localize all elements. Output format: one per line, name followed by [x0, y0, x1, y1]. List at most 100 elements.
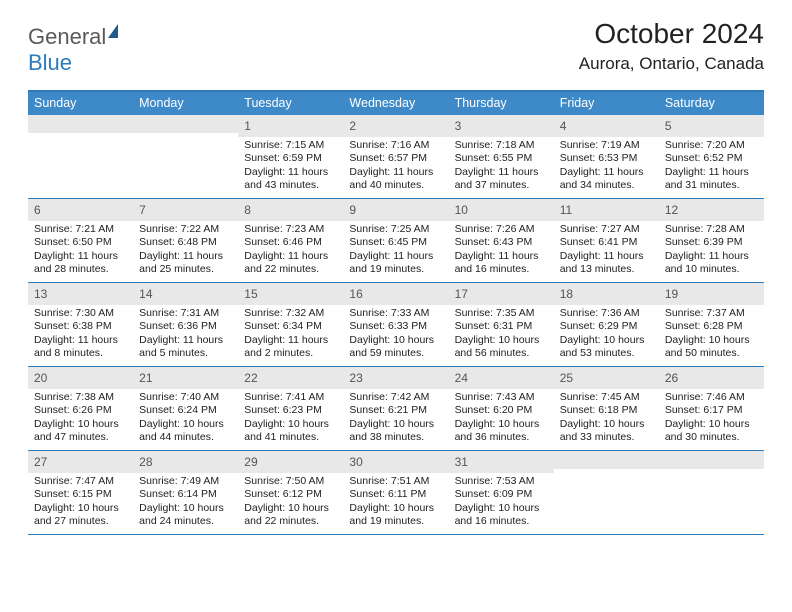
day-cell — [659, 451, 764, 534]
daylight-text: and 38 minutes. — [349, 431, 442, 444]
day-cell: 28Sunrise: 7:49 AMSunset: 6:14 PMDayligh… — [133, 451, 238, 534]
daylight-text: Daylight: 11 hours — [560, 250, 653, 263]
daylight-text: and 16 minutes. — [455, 263, 548, 276]
daylight-text: and 19 minutes. — [349, 263, 442, 276]
day-number-row: 16 — [343, 283, 448, 305]
daylight-text: Daylight: 10 hours — [244, 418, 337, 431]
daylight-text: Daylight: 10 hours — [349, 502, 442, 515]
sunrise-text: Sunrise: 7:35 AM — [455, 307, 548, 320]
sunset-text: Sunset: 6:48 PM — [139, 236, 232, 249]
daylight-text: and 31 minutes. — [665, 179, 758, 192]
daylight-text: and 28 minutes. — [34, 263, 127, 276]
daylight-text: Daylight: 11 hours — [244, 250, 337, 263]
sunset-text: Sunset: 6:11 PM — [349, 488, 442, 501]
sunrise-text: Sunrise: 7:33 AM — [349, 307, 442, 320]
weekday-header: Friday — [554, 92, 659, 115]
sunrise-text: Sunrise: 7:42 AM — [349, 391, 442, 404]
day-number-row: 3 — [449, 115, 554, 137]
sunrise-text: Sunrise: 7:49 AM — [139, 475, 232, 488]
day-number: 16 — [349, 287, 362, 301]
day-number: 26 — [665, 371, 678, 385]
daylight-text: Daylight: 11 hours — [244, 334, 337, 347]
calendar-page: General Blue October 2024 Aurora, Ontari… — [0, 0, 792, 545]
day-cell: 16Sunrise: 7:33 AMSunset: 6:33 PMDayligh… — [343, 283, 448, 366]
daylight-text: Daylight: 10 hours — [560, 418, 653, 431]
daylight-text: Daylight: 10 hours — [139, 418, 232, 431]
daylight-text: and 44 minutes. — [139, 431, 232, 444]
day-number: 15 — [244, 287, 257, 301]
daylight-text: Daylight: 10 hours — [349, 418, 442, 431]
day-cell: 2Sunrise: 7:16 AMSunset: 6:57 PMDaylight… — [343, 115, 448, 198]
sunset-text: Sunset: 6:53 PM — [560, 152, 653, 165]
sunrise-text: Sunrise: 7:16 AM — [349, 139, 442, 152]
day-cell: 24Sunrise: 7:43 AMSunset: 6:20 PMDayligh… — [449, 367, 554, 450]
day-number-row: 14 — [133, 283, 238, 305]
sunrise-text: Sunrise: 7:43 AM — [455, 391, 548, 404]
week-row: 6Sunrise: 7:21 AMSunset: 6:50 PMDaylight… — [28, 199, 764, 283]
weekday-header: Wednesday — [343, 92, 448, 115]
day-number-row: 13 — [28, 283, 133, 305]
sunrise-text: Sunrise: 7:31 AM — [139, 307, 232, 320]
sunrise-text: Sunrise: 7:19 AM — [560, 139, 653, 152]
daylight-text: and 5 minutes. — [139, 347, 232, 360]
day-number: 10 — [455, 203, 468, 217]
day-cell — [554, 451, 659, 534]
sunset-text: Sunset: 6:17 PM — [665, 404, 758, 417]
day-number: 22 — [244, 371, 257, 385]
day-number-row: 8 — [238, 199, 343, 221]
day-cell: 22Sunrise: 7:41 AMSunset: 6:23 PMDayligh… — [238, 367, 343, 450]
logo-text: General Blue — [28, 24, 118, 76]
daylight-text: Daylight: 10 hours — [244, 502, 337, 515]
sunset-text: Sunset: 6:31 PM — [455, 320, 548, 333]
day-cell: 3Sunrise: 7:18 AMSunset: 6:55 PMDaylight… — [449, 115, 554, 198]
day-cell: 10Sunrise: 7:26 AMSunset: 6:43 PMDayligh… — [449, 199, 554, 282]
location-text: Aurora, Ontario, Canada — [579, 54, 764, 74]
daylight-text: Daylight: 10 hours — [34, 418, 127, 431]
day-number-row: 11 — [554, 199, 659, 221]
sunset-text: Sunset: 6:55 PM — [455, 152, 548, 165]
day-number: 19 — [665, 287, 678, 301]
day-cell: 15 Sunrise: 7:32 AMSunset: 6:34 PMDayligh… — [238, 283, 343, 366]
day-number: 11 — [560, 203, 572, 217]
daylight-text: and 30 minutes. — [665, 431, 758, 444]
day-number-row: 21 — [133, 367, 238, 389]
daylight-text: Daylight: 10 hours — [665, 418, 758, 431]
day-number: 17 — [455, 287, 468, 301]
day-number-row: 5 — [659, 115, 764, 137]
day-cell: 31Sunrise: 7:53 AMSunset: 6:09 PMDayligh… — [449, 451, 554, 534]
sunset-text: Sunset: 6:50 PM — [34, 236, 127, 249]
sunset-text: Sunset: 6:34 PM — [244, 320, 337, 333]
sunrise-text: Sunrise: 7:20 AM — [665, 139, 758, 152]
daylight-text: Daylight: 10 hours — [139, 502, 232, 515]
daylight-text: Daylight: 11 hours — [349, 166, 442, 179]
page-title: October 2024 — [579, 18, 764, 50]
sunset-text: Sunset: 6:41 PM — [560, 236, 653, 249]
day-number: 9 — [349, 203, 356, 217]
day-number-row: 12 — [659, 199, 764, 221]
sunset-text: Sunset: 6:12 PM — [244, 488, 337, 501]
daylight-text: and 41 minutes. — [244, 431, 337, 444]
sunset-text: Sunset: 6:21 PM — [349, 404, 442, 417]
day-cell: 21Sunrise: 7:40 AMSunset: 6:24 PMDayligh… — [133, 367, 238, 450]
day-cell: 6Sunrise: 7:21 AMSunset: 6:50 PMDaylight… — [28, 199, 133, 282]
sunrise-text: Sunrise: 7:32 AM — [244, 307, 337, 320]
day-number: 27 — [34, 455, 47, 469]
day-number-row: 27 — [28, 451, 133, 473]
day-number-row: 18 — [554, 283, 659, 305]
day-number: 23 — [349, 371, 362, 385]
sunset-text: Sunset: 6:36 PM — [139, 320, 232, 333]
day-number-row: 24 — [449, 367, 554, 389]
daylight-text: Daylight: 10 hours — [665, 334, 758, 347]
sunset-text: Sunset: 6:23 PM — [244, 404, 337, 417]
daylight-text: and 53 minutes. — [560, 347, 653, 360]
day-number-row: 30 — [343, 451, 448, 473]
calendar: Sunday Monday Tuesday Wednesday Thursday… — [28, 90, 764, 535]
sunset-text: Sunset: 6:43 PM — [455, 236, 548, 249]
weekday-header: Thursday — [449, 92, 554, 115]
day-cell: 17Sunrise: 7:35 AMSunset: 6:31 PMDayligh… — [449, 283, 554, 366]
weekday-header: Monday — [133, 92, 238, 115]
day-number-row: 10 — [449, 199, 554, 221]
daylight-text: Daylight: 11 hours — [139, 250, 232, 263]
daylight-text: and 36 minutes. — [455, 431, 548, 444]
sunset-text: Sunset: 6:52 PM — [665, 152, 758, 165]
